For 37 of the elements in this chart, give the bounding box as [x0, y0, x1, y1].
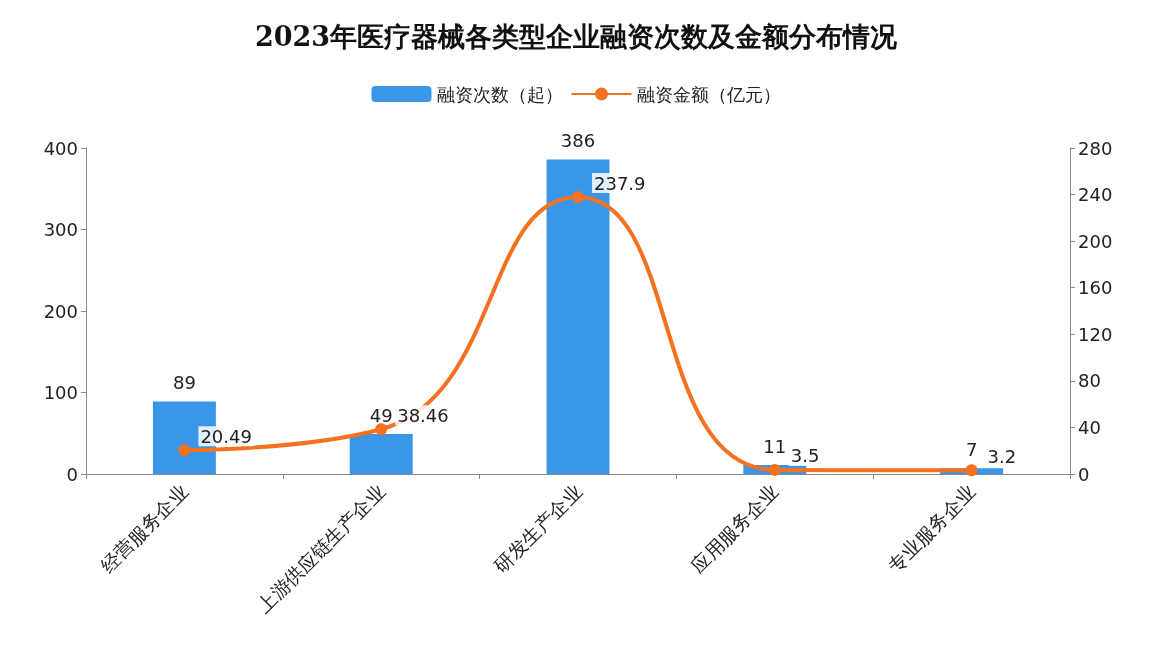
data-label: 386 — [560, 129, 596, 151]
data-label: 38.46 — [397, 404, 449, 426]
data-label: 3.5 — [790, 445, 820, 467]
point — [178, 444, 191, 457]
data-label: 20.49 — [200, 425, 252, 447]
point — [768, 463, 781, 476]
y-tick-label: 200 — [43, 300, 78, 322]
data-label: 3.2 — [987, 445, 1017, 467]
x-tick-label: 上游供应链生产企业 — [252, 480, 389, 617]
data-label: 11 — [763, 435, 787, 457]
y2-tick-label: 40 — [1078, 416, 1101, 438]
x-tick-label: 经营服务企业 — [96, 480, 193, 577]
y-tick-label: 300 — [43, 219, 78, 240]
data-label: 49 — [369, 404, 393, 426]
x-tick-label: 专业服务企业 — [883, 480, 980, 577]
legend-label: 融资次数（起） — [436, 83, 563, 105]
point — [572, 191, 584, 204]
bar — [349, 434, 413, 474]
legend-label: 融资金额（亿元） — [636, 83, 781, 105]
chart-title: 2023年医疗器械各类型企业融资次数及金额分布情况 — [254, 21, 899, 52]
point — [375, 423, 388, 436]
y2-tick-label: 200 — [1078, 230, 1113, 252]
y2-tick-label: 160 — [1078, 277, 1113, 299]
data-label: 237.9 — [594, 172, 646, 194]
y2-tick-label: 120 — [1078, 323, 1113, 345]
y-tick-label: 0 — [66, 463, 78, 485]
y-tick-label: 400 — [43, 137, 78, 159]
y2-tick-label: 280 — [1078, 137, 1113, 159]
y2-tick-label: 80 — [1078, 370, 1101, 392]
x-tick-label: 应用服务企业 — [686, 480, 783, 577]
y2-tick-label: 240 — [1078, 184, 1113, 206]
data-label: 7 — [965, 438, 978, 460]
point — [965, 464, 978, 477]
data-label: 89 — [172, 371, 196, 393]
x-tick-label: 研发生产企业 — [489, 480, 586, 577]
y-tick-label: 100 — [43, 382, 78, 403]
y2-tick-label: 0 — [1078, 463, 1090, 485]
